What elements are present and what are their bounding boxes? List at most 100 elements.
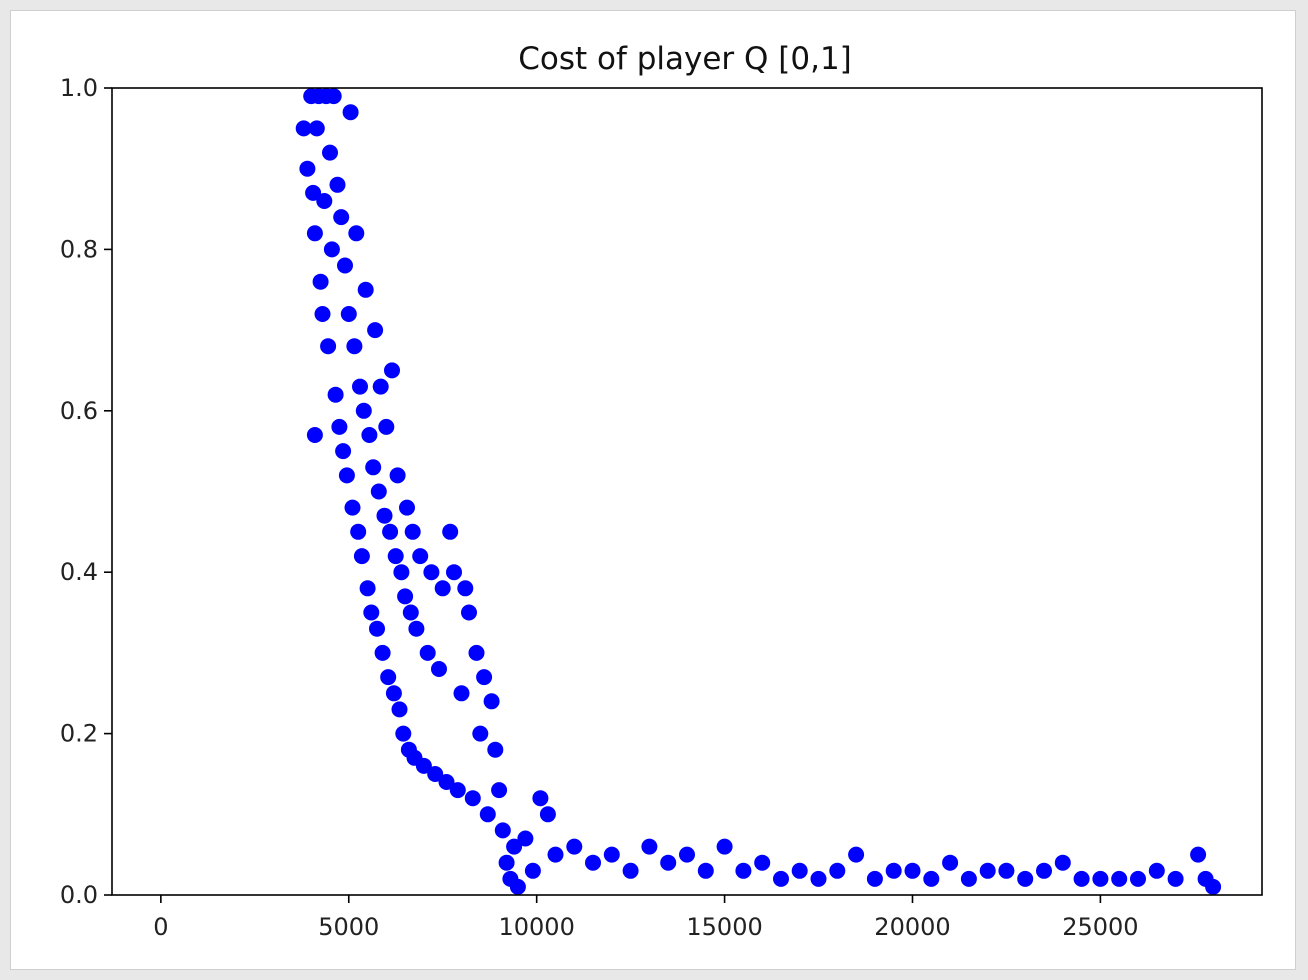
data-point (331, 418, 348, 435)
data-point (506, 838, 523, 855)
data-point (346, 338, 363, 355)
x-tick-label: 10000 (498, 913, 574, 941)
data-point (338, 467, 355, 484)
data-point (359, 580, 376, 597)
y-tick-label: 0.0 (60, 881, 98, 909)
data-point (365, 459, 382, 476)
data-point (327, 386, 344, 403)
data-point (754, 854, 771, 871)
data-point (370, 483, 387, 500)
data-point (923, 870, 940, 887)
data-point (773, 870, 789, 887)
figure-frame: Cost of player Q [0,1] 0 5000 10000 15000 20… (10, 10, 1296, 970)
data-point (325, 88, 342, 105)
data-point (1148, 862, 1165, 879)
x-tick-label: 15000 (686, 913, 762, 941)
data-point (404, 523, 421, 540)
data-point (438, 774, 455, 790)
data-point (295, 120, 312, 137)
data-point (412, 548, 429, 565)
data-point (679, 846, 695, 863)
data-point (509, 878, 526, 895)
data-point (960, 870, 977, 887)
data-point (434, 580, 451, 597)
data-point (472, 725, 489, 742)
data-point (491, 782, 508, 799)
data-point (306, 225, 323, 242)
data-point (1130, 870, 1146, 887)
data-point (305, 184, 322, 201)
data-point (449, 782, 466, 799)
data-point (1205, 878, 1222, 895)
data-point (866, 870, 883, 887)
data-point (498, 854, 515, 871)
data-point (464, 790, 481, 807)
data-point (312, 273, 329, 290)
data-point (335, 443, 352, 460)
data-point (333, 209, 350, 226)
data-point (316, 193, 333, 209)
data-point (367, 322, 384, 339)
chart-title: Cost of player Q [0,1] (518, 41, 852, 77)
data-point (524, 862, 541, 879)
data-point (1190, 846, 1207, 863)
data-point (308, 120, 325, 137)
data-point (306, 427, 323, 443)
data-point (384, 362, 400, 379)
data-point (350, 523, 367, 540)
data-point (517, 830, 534, 847)
x-tick-label: 5000 (318, 913, 379, 941)
x-tick-label: 0 (153, 913, 168, 941)
data-point (622, 862, 639, 879)
data-point (314, 306, 331, 322)
data-point (337, 257, 353, 274)
data-point (716, 838, 733, 855)
data-point (539, 806, 556, 823)
data-point (457, 580, 474, 597)
data-point (1054, 854, 1071, 871)
data-point (479, 806, 496, 823)
data-point (363, 604, 380, 621)
data-point (1073, 870, 1090, 887)
data-point (641, 838, 658, 855)
data-point (369, 620, 385, 637)
data-point (848, 846, 865, 863)
data-point (461, 604, 477, 621)
data-point (998, 862, 1015, 879)
data-point (697, 862, 714, 879)
data-point (483, 693, 500, 710)
data-point (942, 854, 959, 871)
data-point (329, 176, 346, 193)
data-point (1017, 870, 1034, 887)
data-point (372, 378, 389, 395)
data-point (446, 564, 462, 581)
data-point (453, 685, 470, 702)
data-point (423, 564, 440, 581)
data-point (885, 862, 902, 879)
data-point (323, 241, 340, 258)
data-point (494, 822, 511, 839)
data-point (810, 870, 827, 887)
axes: 0 5000 10000 15000 20000 25000 0.0 0.2 0.4 0.6 0.8… (60, 74, 1139, 941)
data-point (387, 548, 404, 565)
data-point (402, 604, 419, 621)
y-tick-label: 1.0 (60, 74, 98, 102)
data-point (355, 402, 372, 419)
x-tick-label: 25000 (1062, 913, 1138, 941)
data-point (357, 281, 374, 298)
plot-area-border (111, 87, 1263, 896)
data-point (342, 104, 359, 121)
data-point (361, 427, 378, 443)
data-point (735, 862, 752, 879)
data-point (1111, 870, 1128, 887)
data-point (566, 838, 583, 855)
data-point (382, 523, 399, 540)
data-point (391, 701, 408, 718)
data-point (348, 225, 365, 242)
data-point (585, 854, 601, 871)
data-point (979, 862, 996, 879)
data-point (320, 338, 337, 355)
data-point (532, 790, 549, 807)
y-tick-label: 0.4 (60, 558, 98, 586)
data-point (419, 644, 436, 661)
